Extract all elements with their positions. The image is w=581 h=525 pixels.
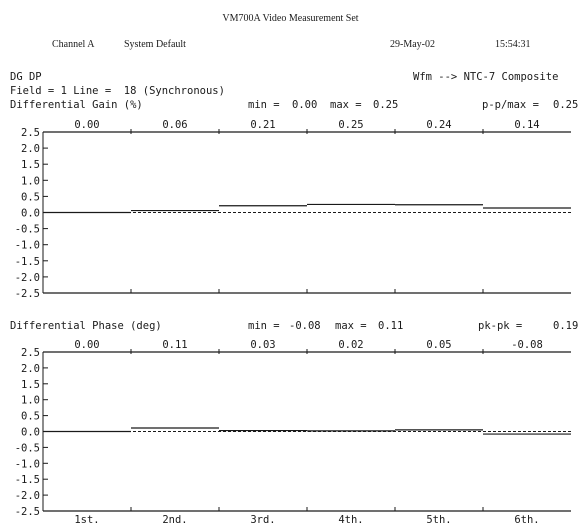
dp-value-label: 0.03 xyxy=(250,339,275,351)
dp-value-label: -0.08 xyxy=(511,339,543,351)
time-label: 15:54:31 xyxy=(495,39,531,50)
dp-y-tick-label: 0.5 xyxy=(21,411,40,423)
dg-y-tick-label: -1.0 xyxy=(15,240,40,252)
dg-y-tick-label: 2.5 xyxy=(21,127,40,139)
dp-max-value: 0.11 xyxy=(378,320,404,332)
dp-value-label: 0.02 xyxy=(338,339,363,351)
dp-x-tick-label: 6th. xyxy=(514,514,539,525)
dp-y-tick-label: 1.0 xyxy=(21,395,40,407)
dg-y-tick-label: -1.5 xyxy=(15,256,40,268)
dp-min-value: -0.08 xyxy=(289,320,321,332)
dp-min-label: min = xyxy=(248,320,280,332)
dg-value-label: 0.21 xyxy=(250,119,275,131)
date-label: 29-May-02 xyxy=(390,39,435,50)
dp-y-tick-label: -0.5 xyxy=(15,442,40,454)
dp-spread-value: 0.19 xyxy=(553,320,579,332)
dp-title: Differential Phase (deg) xyxy=(10,320,162,332)
dg-max-value: 0.25 xyxy=(373,99,399,111)
dp-value-label: 0.00 xyxy=(74,339,99,351)
dg-y-tick-label: 0.5 xyxy=(21,191,40,203)
dp-y-tick-label: -1.0 xyxy=(15,458,40,470)
dg-value-label: 0.14 xyxy=(514,119,539,131)
dg-y-tick-label: 2.0 xyxy=(21,143,40,155)
dp-x-tick-label: 1st. xyxy=(74,514,99,525)
dg-spread-label: p-p/max = xyxy=(482,99,539,111)
field-line-label: Field = 1 Line = 18 (Synchronous) xyxy=(10,85,225,97)
signal-label: Wfm --> NTC-7 Composite xyxy=(413,71,559,83)
dg-min-value: 0.00 xyxy=(292,99,318,111)
dg-min-label: min = xyxy=(248,99,280,111)
dg-y-tick-label: -0.5 xyxy=(15,224,40,236)
dg-value-label: 0.00 xyxy=(74,119,99,131)
dg-value-label: 0.25 xyxy=(338,119,363,131)
dp-x-tick-label: 2nd. xyxy=(162,514,187,525)
dp-spread-label: pk-pk = xyxy=(478,320,523,332)
measurement-label: DG DP xyxy=(10,71,42,83)
dp-value-label: 0.11 xyxy=(162,339,187,351)
dp-y-tick-label: 2.5 xyxy=(21,347,40,359)
dp-x-tick-label: 3rd. xyxy=(250,514,275,525)
dp-y-tick-label: 0.0 xyxy=(21,427,40,439)
dg-y-tick-label: 0.0 xyxy=(21,208,40,220)
dg-max-label: max = xyxy=(330,99,362,111)
dp-y-tick-label: -1.5 xyxy=(15,474,40,486)
dg-y-tick-label: -2.0 xyxy=(15,272,40,284)
instrument-title: VM700A Video Measurement Set xyxy=(222,13,359,24)
dp-y-tick-label: -2.5 xyxy=(15,506,40,518)
dg-y-tick-label: -2.5 xyxy=(15,288,40,300)
dg-spread-value: 0.25 xyxy=(553,99,579,111)
dp-max-label: max = xyxy=(335,320,367,332)
dg-value-label: 0.24 xyxy=(426,119,451,131)
dg-title: Differential Gain (%) xyxy=(10,99,143,111)
dp-value-label: 0.05 xyxy=(426,339,451,351)
dg-value-label: 0.06 xyxy=(162,119,187,131)
dp-x-tick-label: 5th. xyxy=(426,514,451,525)
setup-label: System Default xyxy=(124,39,186,50)
dp-x-tick-label: 4th. xyxy=(338,514,363,525)
dg-y-tick-label: 1.5 xyxy=(21,159,40,171)
dg-y-tick-label: 1.0 xyxy=(21,175,40,187)
dp-y-tick-label: 2.0 xyxy=(21,363,40,375)
dp-y-tick-label: -2.0 xyxy=(15,490,40,502)
channel-label: Channel A xyxy=(52,39,95,50)
dp-y-tick-label: 1.5 xyxy=(21,379,40,391)
